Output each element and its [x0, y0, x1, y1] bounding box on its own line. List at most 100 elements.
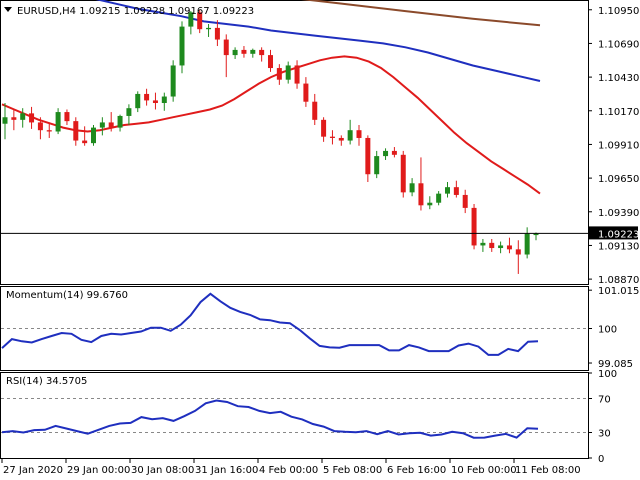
candle — [46, 122, 52, 138]
chart-menu-icon[interactable] — [4, 7, 12, 12]
candle — [268, 49, 273, 72]
price-tick-label: 1.10690 — [598, 39, 639, 50]
candle-body — [489, 242, 495, 249]
candle-body — [409, 183, 415, 193]
momentum-line — [1, 292, 539, 356]
candle-body — [338, 137, 344, 141]
candle — [20, 108, 26, 128]
candle-body — [383, 150, 389, 157]
rsi-tick-label: 100 — [598, 369, 617, 380]
rsi-tick-label: 30 — [598, 429, 611, 440]
momentum-tick-label: 101.0157 — [598, 286, 640, 297]
candle-body — [55, 112, 61, 132]
price-tick-label: 1.10950 — [598, 6, 639, 17]
current-price-label: 1.09223 — [598, 229, 639, 240]
candle — [276, 64, 282, 85]
momentum-indicator: 101.0157 100 99.085 — [1, 286, 640, 370]
candle-body — [347, 130, 353, 141]
rsi-line — [1, 399, 539, 439]
candle — [2, 103, 8, 140]
candle-body — [91, 127, 96, 144]
candle-body — [161, 96, 167, 104]
rsi-indicator: 100 70 30 0 — [1, 369, 617, 465]
candle — [135, 91, 141, 113]
momentum-tick-label: 99.085 — [598, 359, 633, 370]
candle-body — [524, 233, 530, 255]
candle — [91, 125, 96, 146]
candle-body — [445, 187, 450, 194]
candle — [338, 135, 344, 146]
time-tick-label: 6 Feb 16:00 — [387, 465, 446, 476]
candle — [179, 21, 185, 74]
candle — [232, 47, 238, 59]
candle-body — [64, 112, 70, 122]
candle-body — [391, 150, 397, 155]
candle-body — [400, 154, 406, 193]
price-tick-label: 1.08870 — [598, 275, 639, 286]
candle — [259, 47, 265, 62]
candle-body — [46, 130, 52, 132]
time-tick-label: 27 Jan 2020 — [3, 465, 63, 476]
time-tick-label: 11 Feb 08:00 — [515, 465, 581, 476]
candle-body — [126, 108, 132, 116]
candle — [29, 106, 35, 129]
candle-body — [108, 122, 114, 128]
candle-body — [170, 65, 176, 97]
candle-body — [453, 187, 459, 195]
candle-body — [11, 117, 17, 120]
candle — [365, 135, 371, 182]
momentum-title: Momentum(14) 99.6760 — [6, 290, 128, 301]
candle — [489, 238, 495, 252]
price-tick-label: 1.09910 — [598, 140, 639, 151]
candle-body — [321, 119, 327, 137]
candle-body — [73, 121, 79, 141]
time-tick-label: 30 Jan 08:00 — [131, 465, 194, 476]
candle — [223, 34, 229, 78]
candle-body — [179, 26, 185, 66]
time-tick-label: 10 Feb 00:00 — [451, 465, 517, 476]
candle-body — [29, 113, 35, 123]
candle — [391, 147, 397, 158]
candle — [250, 48, 256, 58]
candle — [506, 237, 512, 254]
price-tick-label: 1.09650 — [598, 174, 639, 185]
candle-body — [506, 245, 512, 250]
candle-body — [214, 27, 220, 40]
rsi-panel[interactable] — [0, 372, 589, 459]
candle-body — [188, 12, 194, 27]
candle-body — [356, 130, 362, 138]
price-tick-label: 1.10430 — [598, 73, 639, 84]
candle — [82, 126, 88, 146]
candle-body — [285, 65, 291, 80]
candle-body — [533, 233, 539, 236]
candle — [214, 20, 220, 47]
candle — [462, 189, 468, 214]
time-tick-label: 5 Feb 08:00 — [323, 465, 382, 476]
candle — [312, 93, 318, 126]
candle — [11, 109, 17, 131]
candle — [498, 241, 504, 254]
main-price-panel[interactable] — [0, 0, 589, 285]
candle — [73, 117, 79, 146]
candle-body — [250, 49, 256, 54]
candle-body — [144, 93, 150, 101]
price-axis: 1.10950 1.10690 1.10430 1.10170 1.09910 1.096… — [0, 6, 639, 286]
candle-body — [294, 65, 300, 84]
candle — [170, 60, 176, 102]
candle — [356, 125, 362, 146]
rsi-title: RSI(14) 34.5705 — [6, 376, 87, 387]
candle — [206, 24, 212, 37]
candle-body — [498, 245, 504, 249]
candle — [321, 117, 327, 142]
candle-body — [2, 117, 8, 124]
candle-body — [197, 12, 203, 30]
candle — [188, 11, 194, 35]
candle-body — [436, 193, 442, 203]
candle-body — [232, 49, 238, 56]
candle — [418, 157, 424, 211]
candle — [55, 108, 61, 135]
candle-body — [427, 202, 433, 206]
candle — [144, 88, 150, 106]
candle-body — [135, 93, 141, 109]
